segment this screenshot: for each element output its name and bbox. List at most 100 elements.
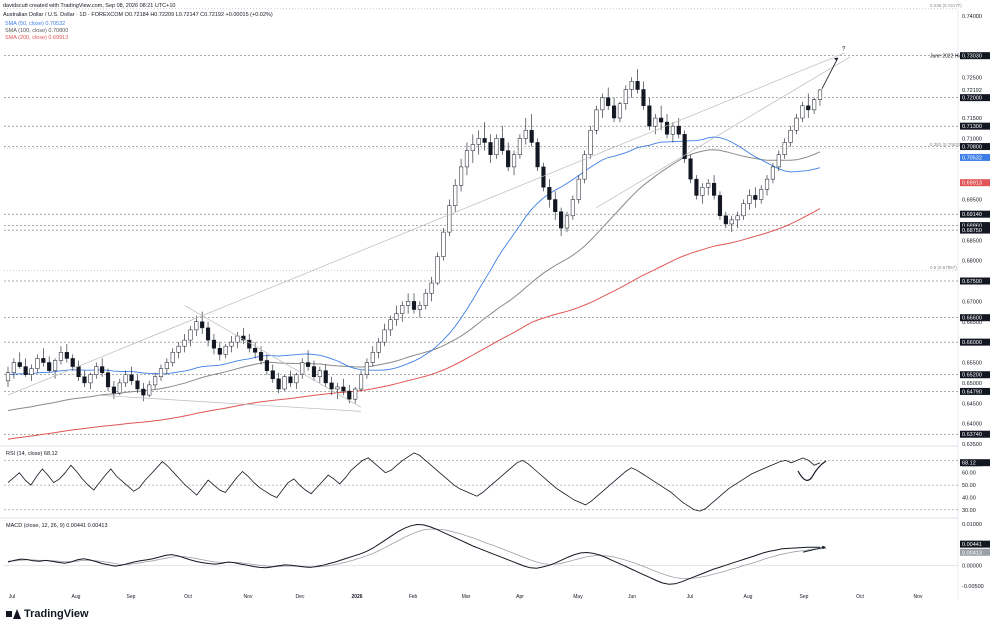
candle-body — [52, 360, 58, 371]
candle-body — [653, 117, 658, 127]
candle-body — [135, 380, 140, 390]
sma200-line — [7, 208, 821, 440]
price-badge-text: 0.69913 — [962, 181, 982, 187]
candle-body — [517, 138, 522, 155]
candle-body — [717, 195, 723, 217]
candle-body — [11, 362, 16, 373]
price-axis-tick: 0.66500 — [962, 320, 982, 326]
price-badge-text: 0.72000 — [962, 96, 982, 102]
candle-body — [353, 388, 358, 400]
candle-body — [647, 105, 652, 127]
price-badge — [960, 222, 990, 230]
candle-body — [100, 366, 105, 373]
candle-body — [564, 215, 570, 229]
sma50-legend[interactable]: SMA (50, close) 0.70532 — [5, 21, 65, 27]
fib-level-label: 0.236 (0.74177) — [930, 3, 962, 8]
candle-body — [741, 203, 746, 217]
candle-body — [700, 187, 705, 196]
sma100-legend-text: SMA (100, close) 0.70800 — [5, 28, 69, 34]
candle-body — [223, 345, 228, 355]
price-axis-tick: 0.65500 — [962, 361, 982, 367]
candle-body — [294, 374, 299, 384]
price-badge-text: 0.68750 — [962, 228, 982, 234]
candle-body — [111, 386, 116, 394]
candle-body — [494, 138, 499, 155]
candle-body — [5, 372, 11, 382]
price-axis-tick: 0.68500 — [962, 238, 982, 244]
candle-body — [270, 370, 275, 380]
candle-body — [188, 329, 193, 341]
candle-body — [276, 378, 281, 390]
macd-axis-tick: 0.01000 — [962, 522, 982, 528]
trendline — [7, 52, 846, 396]
price-badge-text: 0.70532 — [962, 155, 982, 161]
rsi-axis-tick: 50.00 — [962, 483, 976, 489]
candle-body — [800, 105, 805, 119]
candle-body — [247, 339, 252, 349]
candle-body — [541, 166, 546, 188]
candle-body — [329, 382, 334, 390]
candle-body — [759, 189, 764, 200]
candle-body — [158, 368, 164, 378]
candle-body — [429, 282, 434, 294]
price-axis-tick: 0.67000 — [962, 299, 982, 305]
time-axis-tick: Aug — [72, 594, 81, 600]
candle-body — [723, 215, 728, 225]
sma100-legend[interactable]: SMA (100, close) 0.70800 — [5, 28, 68, 34]
price-badge — [960, 314, 990, 322]
macd-arrow — [802, 546, 825, 553]
candle-body — [282, 376, 287, 390]
candle-body — [600, 97, 605, 111]
sma50-legend-text: SMA (50, close) 0.70532 — [5, 21, 66, 27]
rsi-badge — [960, 459, 990, 467]
candle-body — [406, 301, 411, 306]
time-axis-tick: Feb — [409, 594, 418, 600]
price-badge: 0.72192 — [962, 88, 982, 94]
candle-body — [364, 362, 370, 375]
candle-body — [770, 166, 776, 180]
candle-body — [559, 211, 564, 229]
trendline — [184, 305, 362, 408]
time-axis-tick: Jul — [687, 594, 693, 600]
candle-body — [482, 138, 487, 143]
candle-body — [500, 138, 505, 151]
candle-body — [523, 129, 528, 139]
candle-body — [464, 150, 470, 168]
sma50-line — [7, 136, 821, 376]
price-badge-text: 0.70800 — [962, 145, 982, 151]
price-badge — [960, 179, 990, 187]
macd-arrowhead — [822, 545, 826, 550]
candle-body — [41, 358, 46, 363]
candle-body — [400, 305, 405, 314]
candle-body — [782, 142, 787, 155]
candle-body — [729, 219, 734, 225]
time-axis-tick: Dec — [296, 594, 305, 600]
sma200-legend[interactable]: SMA (200, close) 0.69913 — [5, 35, 68, 41]
question-mark-annotation: ? — [842, 46, 846, 52]
price-axis-tick: 0.68000 — [962, 259, 982, 265]
candle-body — [676, 125, 681, 135]
candle-body — [712, 182, 717, 196]
candle-body — [806, 105, 811, 111]
candle-body — [205, 327, 211, 341]
candle-body — [164, 362, 169, 369]
rsi-badge-text: 68.12 — [962, 461, 976, 467]
price-axis-tick: 0.71500 — [962, 116, 982, 122]
price-badge — [960, 153, 990, 161]
candle-body — [411, 301, 417, 310]
candle-body — [594, 109, 599, 131]
price-axis-tick: 0.64000 — [962, 422, 982, 428]
candle-body — [488, 142, 493, 155]
time-axis-tick: 2026 — [351, 594, 362, 600]
candle-body — [35, 358, 40, 369]
time-axis-tick: Nov — [914, 594, 923, 600]
candle-body — [423, 292, 428, 306]
candle-body — [617, 103, 623, 119]
time-axis-tick: Jun — [628, 594, 636, 600]
candle-body — [735, 215, 740, 221]
candle-body — [341, 386, 346, 392]
projection-arrow — [821, 57, 839, 89]
price-badge-text: 0.69140 — [962, 212, 982, 218]
candle-body — [659, 117, 664, 123]
